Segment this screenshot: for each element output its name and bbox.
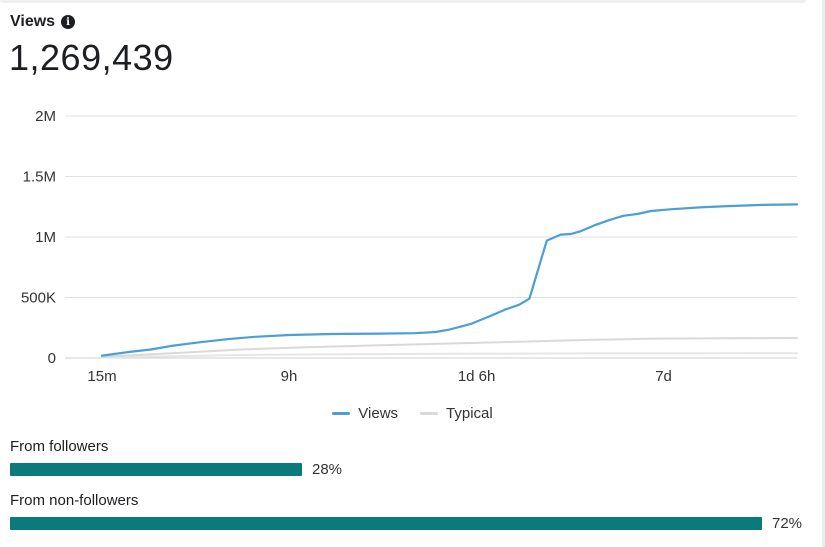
legend-swatch-views [332,412,351,415]
non-followers-label: From non-followers [10,492,139,509]
non-followers-bar [10,517,762,530]
x-tick-label: 1d 6h [458,368,496,385]
y-tick-label: 500K [21,290,56,307]
right-edge-border [822,0,825,547]
legend-swatch-typical [420,412,439,415]
views-title: Views [10,13,56,30]
legend-label-views: Views [358,405,399,422]
legend-label-typical: Typical [446,405,493,422]
chart-legend: Views Typical [0,405,825,422]
series-line-typical [101,337,798,358]
views-line-chart: 0 500K 1M 1.5M 2M 15m 9h 1d 6h 7d [21,108,799,385]
series-line-baseline [101,352,798,359]
info-icon[interactable]: i [61,15,76,29]
followers-percent: 28% [312,461,343,478]
views-total: 1,269,439 [9,37,174,78]
legend-item-typical[interactable]: Typical [420,405,493,422]
y-tick-label: 1M [35,229,56,246]
views-header: Views i [10,13,76,31]
x-tick-label: 9h [281,368,298,385]
y-tick-label: 2M [35,108,56,125]
followers-bar [10,463,762,476]
legend-item-views[interactable]: Views [332,405,398,422]
top-divider [0,0,806,3]
non-followers-percent: 72% [772,515,803,532]
y-tick-label: 0 [48,350,56,367]
x-tick-label: 7d [655,368,672,385]
y-tick-label: 1.5M [23,169,56,186]
x-tick-label: 15m [87,368,116,385]
followers-bar-fill [10,463,302,476]
non-followers-bar-fill [10,517,762,530]
series-line-views [100,203,799,357]
followers-label: From followers [10,438,109,455]
